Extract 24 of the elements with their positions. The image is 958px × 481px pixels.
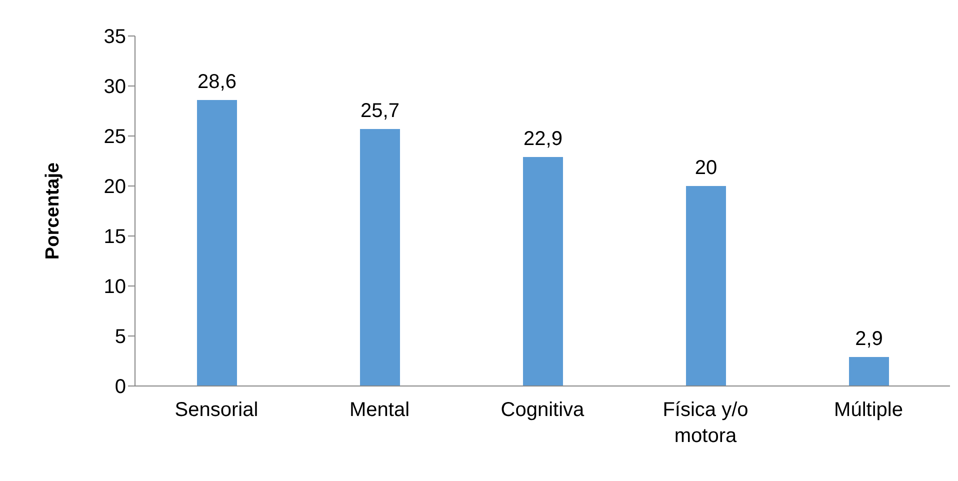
y-tick-label: 15 [104,226,126,248]
y-tick-label: 0 [114,376,126,398]
y-axis-title: Porcentaje [42,162,64,260]
data-label: 2,9 [855,328,883,350]
y-tick-label: 35 [104,26,126,48]
bar [197,100,237,386]
x-tick-label: Cognitiva [500,399,586,421]
x-tick-label: Múltiple [834,399,903,421]
bar [523,157,563,386]
data-label: 25,7 [360,100,400,122]
y-tick-label: 5 [114,326,126,348]
data-label: 28,6 [198,71,236,93]
y-tick-label: 20 [104,176,126,198]
x-tick-label: Física y/o motora [662,399,748,447]
data-label: 20 [694,157,718,179]
bar [686,186,726,386]
x-tick-label: Mental [349,399,410,421]
y-tick-label: 30 [104,76,126,98]
x-tick-label: Sensorial [174,399,258,421]
y-tick-label: 10 [104,276,126,298]
data-label: 22,9 [524,128,562,150]
bar [849,357,889,386]
y-tick-label: 25 [104,126,126,148]
bar [360,129,400,386]
